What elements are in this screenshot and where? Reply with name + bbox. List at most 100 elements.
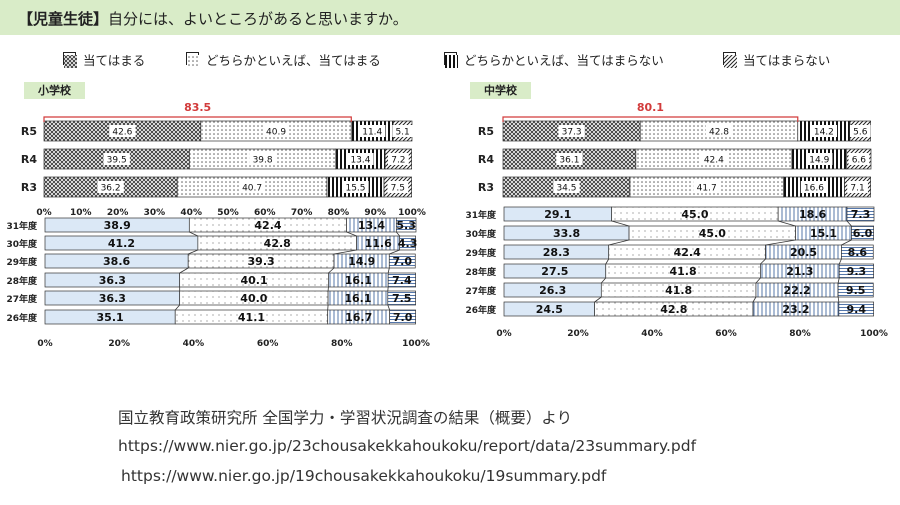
connector-line — [760, 258, 766, 265]
connector-line — [611, 220, 630, 227]
value-label: 41.8 — [670, 265, 697, 278]
bar-segment-disagree — [838, 301, 874, 317]
x-tick-label: 60% — [254, 208, 276, 218]
bar-segment-disagree — [837, 282, 874, 298]
x-tick-label: 10% — [70, 208, 92, 218]
row-label: R5 — [21, 125, 37, 138]
connector-line — [778, 220, 796, 227]
row-label: 29年度 — [6, 256, 38, 268]
value-label: 36.1 — [559, 155, 579, 165]
value-label: 21.3 — [786, 265, 813, 278]
total-annotation: 80.1 — [637, 101, 664, 114]
value-label-bg — [800, 181, 828, 193]
row-label: 31年度 — [465, 209, 497, 221]
bar-segment-disagree — [851, 225, 874, 241]
value-label: 16.1 — [345, 274, 372, 287]
source-url-2019[interactable]: https://www.nier.go.jp/19chousakekkahouk… — [121, 467, 607, 485]
value-label: 39.8 — [253, 155, 273, 165]
value-label: 16.6 — [804, 183, 824, 193]
value-label: 41.8 — [665, 284, 692, 297]
value-label-bg — [847, 181, 868, 193]
row-label: 27年度 — [6, 293, 38, 305]
x-tick-label: 20% — [108, 339, 130, 349]
row-label: 26年度 — [465, 304, 497, 316]
connector-line — [189, 231, 199, 237]
connector-line — [396, 231, 400, 237]
junior-high-school-label: 中学校 — [470, 82, 531, 99]
value-label: 5.1 — [395, 127, 409, 137]
row-label: 26年度 — [6, 312, 38, 324]
value-label: 7.5 — [391, 183, 405, 193]
value-label: 38.9 — [104, 219, 131, 232]
value-label: 7.3 — [851, 208, 871, 221]
value-label: 8.6 — [848, 246, 868, 259]
value-label: 9.5 — [846, 284, 866, 297]
value-label-bg — [806, 153, 833, 165]
value-label-bg — [359, 125, 386, 137]
question-text: 自分には、よいところがあると思いますか。 — [108, 10, 408, 28]
row-label: 28年度 — [465, 266, 497, 278]
row-label: 30年度 — [465, 228, 497, 240]
bar-segment-disagree — [395, 217, 417, 233]
bar-segment-disagree — [387, 290, 416, 306]
legend-swatch-cross — [63, 52, 77, 68]
legend-swatch-diag — [723, 52, 737, 68]
value-label-bg — [238, 181, 266, 193]
value-label: 7.5 — [392, 292, 412, 305]
value-label: 29.1 — [544, 208, 571, 221]
value-label: 11.6 — [365, 237, 392, 250]
value-label: 4.3 — [398, 237, 418, 250]
row-label: R4 — [21, 153, 37, 166]
connector-line — [333, 249, 357, 255]
x-tick-label: 80% — [328, 208, 350, 218]
x-tick-label: 60% — [257, 339, 279, 349]
value-label-bg — [97, 181, 124, 193]
value-label: 40.0 — [240, 292, 267, 305]
legend: 当てはまる どちらかといえば、当てはまる どちらかといえば、当てはまらない 当て… — [0, 46, 900, 72]
x-tick-label: 50% — [217, 208, 239, 218]
elementary-school-label: 小学校 — [24, 82, 85, 99]
value-label: 14.9 — [809, 155, 829, 165]
legend-label: 当てはまる — [83, 53, 146, 68]
source-url-2023[interactable]: https://www.nier.go.jp/23chousakekkahouk… — [118, 437, 697, 455]
value-label-bg — [810, 125, 838, 137]
value-label: 39.5 — [107, 155, 127, 165]
connector-line — [837, 277, 840, 284]
legend-swatch-dot — [186, 52, 200, 68]
connector-line — [752, 296, 757, 303]
source-citation: 国立教育政策研究所 全国学力・学習状況調査の結果（概要）より — [118, 409, 573, 427]
connector-line — [387, 304, 391, 311]
value-label: 36.3 — [99, 292, 126, 305]
value-label: 14.2 — [814, 127, 834, 137]
x-tick-label: 20% — [567, 329, 589, 339]
value-label: 41.1 — [238, 311, 265, 324]
row-label: 28年度 — [6, 275, 38, 287]
connector-line — [594, 296, 602, 303]
connector-line — [755, 277, 761, 284]
value-label: 34.5 — [556, 183, 576, 193]
value-label: 42.8 — [660, 303, 687, 316]
value-label: 13.4 — [350, 155, 370, 165]
value-label: 36.2 — [101, 183, 121, 193]
value-label: 5.3 — [396, 219, 416, 232]
value-label-bg — [387, 181, 409, 193]
value-label: 15.1 — [810, 227, 837, 240]
connector-line — [174, 304, 180, 311]
value-label: 11.4 — [362, 127, 382, 137]
bar-segment-disagree — [846, 206, 875, 222]
row-label: R4 — [478, 153, 494, 166]
connector-line — [605, 258, 610, 265]
value-label-bg — [388, 153, 409, 165]
connector-line — [846, 220, 852, 227]
value-label-bg — [262, 125, 290, 137]
value-label: 40.9 — [266, 127, 286, 137]
value-label-bg — [342, 181, 369, 193]
x-tick-label: 100% — [860, 329, 888, 339]
row-label: 29年度 — [465, 247, 497, 259]
bar-segment-disagree — [838, 263, 874, 279]
value-label: 35.1 — [97, 311, 124, 324]
x-tick-label: 70% — [291, 208, 313, 218]
x-tick-label: 30% — [144, 208, 166, 218]
value-label: 15.5 — [345, 183, 365, 193]
value-label: 33.8 — [553, 227, 580, 240]
